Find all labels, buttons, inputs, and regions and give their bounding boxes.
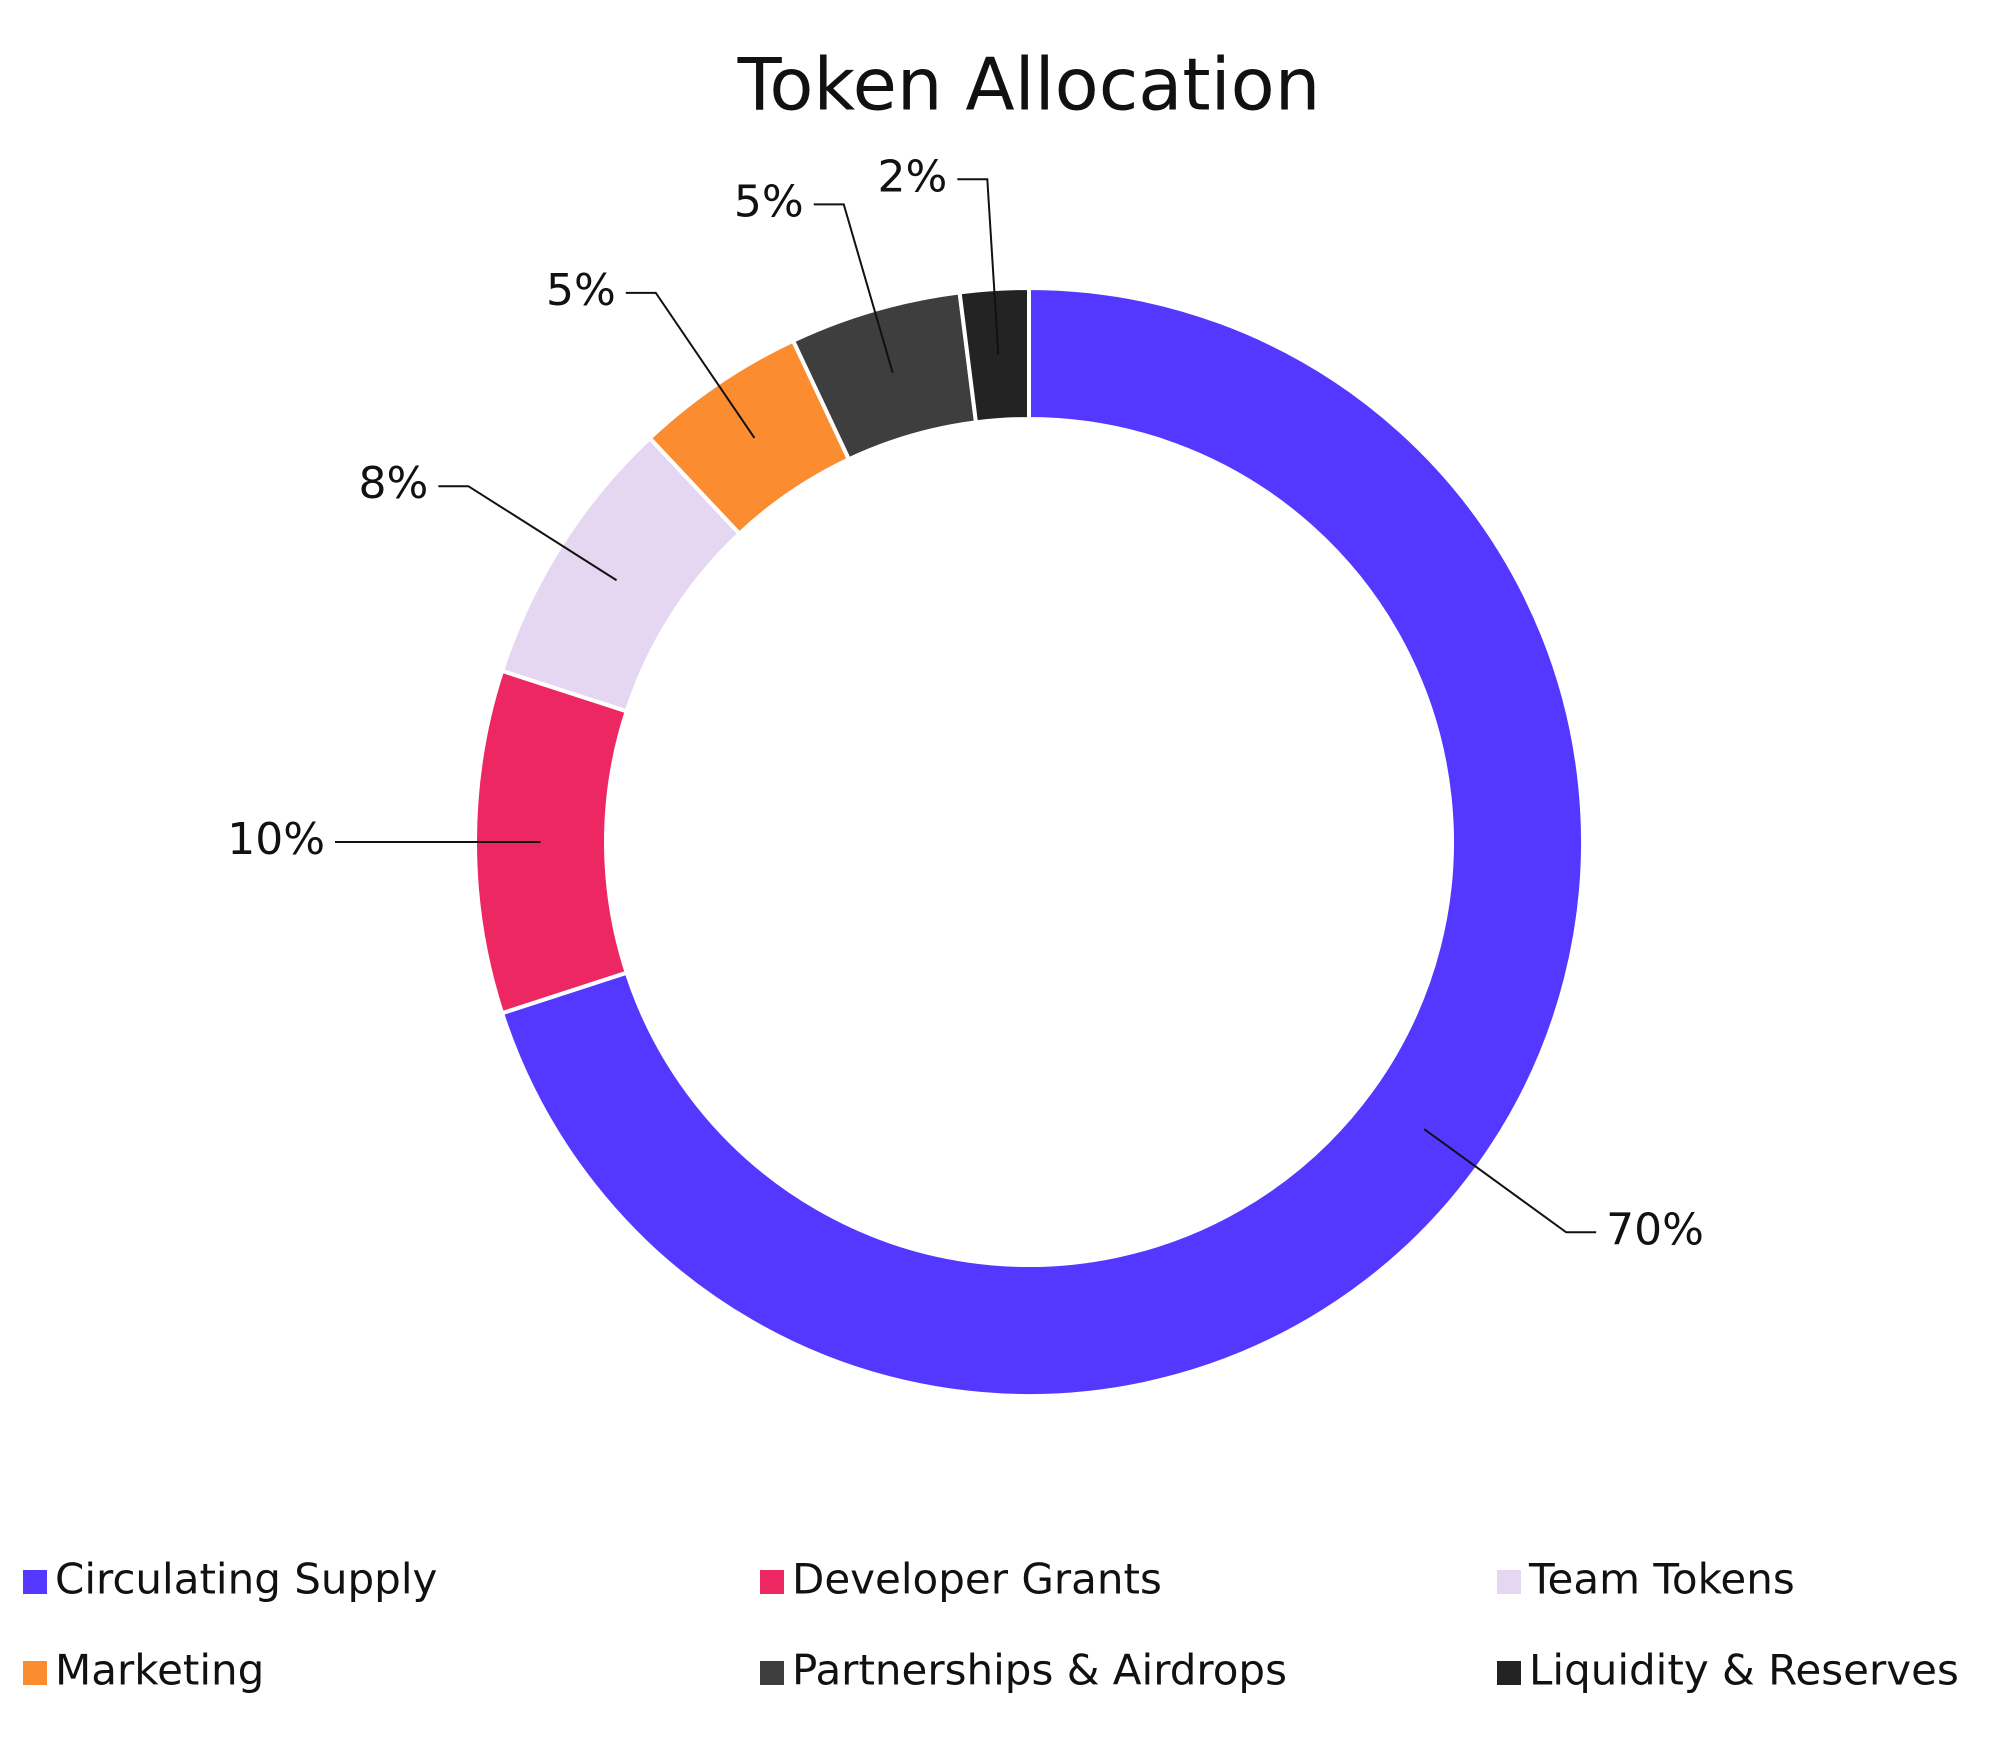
data-label: 5% — [734, 176, 804, 227]
leader-line — [813, 203, 894, 374]
legend-label: Liquidity & Reserves — [1529, 1646, 1959, 1695]
leader-line — [957, 178, 1000, 355]
legend-label: Marketing — [55, 1646, 264, 1695]
chart-title: Token Allocation — [737, 43, 1321, 127]
donut-segment — [957, 285, 1031, 425]
legend-label: Partnerships & Airdrops — [792, 1646, 1287, 1695]
data-label: 10% — [227, 814, 325, 865]
leader-line — [438, 485, 618, 582]
legend-swatch — [23, 1570, 47, 1594]
donut-segment — [499, 285, 1585, 1398]
leader-line — [625, 291, 756, 439]
legend-label: Circulating Supply — [55, 1555, 437, 1604]
legend-swatch — [1497, 1661, 1521, 1685]
data-label: 2% — [877, 151, 947, 202]
legend-swatch — [760, 1661, 784, 1685]
legend-swatch — [23, 1661, 47, 1685]
data-label: 70% — [1606, 1204, 1704, 1255]
data-label: 5% — [546, 265, 616, 316]
data-label: 8% — [359, 458, 429, 509]
legend-label: Team Tokens — [1528, 1555, 1795, 1604]
legend-label: Developer Grants — [792, 1555, 1162, 1604]
legend-swatch — [1497, 1570, 1521, 1594]
legend-swatch — [760, 1570, 784, 1594]
leader-line — [1423, 1128, 1597, 1234]
